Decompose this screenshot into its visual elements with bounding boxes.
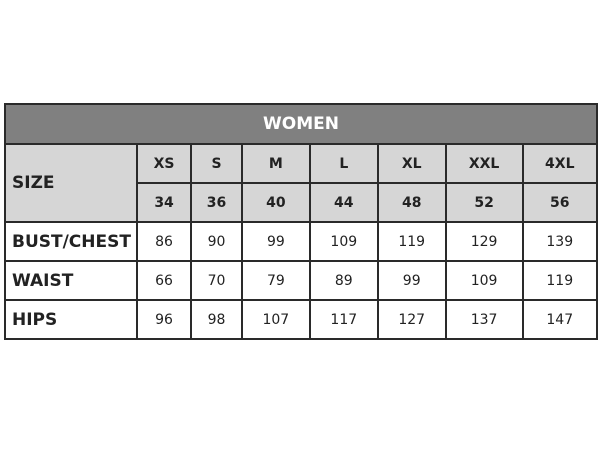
size-cell: XXL [444, 143, 524, 184]
measurement-cell: 137 [444, 299, 524, 340]
measurement-cell: 66 [135, 260, 193, 301]
eu-size-cell: 36 [190, 182, 243, 223]
eu-size-cell: 48 [376, 182, 447, 223]
table-title: WOMEN [4, 103, 598, 145]
measurement-cell: 119 [376, 221, 447, 262]
measurement-cell: 99 [240, 221, 311, 262]
eu-size-cell: 52 [444, 182, 524, 223]
size-chart-table: WOMEN SIZE XS S M L XL XXL 4XL 34 36 40 44 48 52 56 B… [4, 103, 599, 340]
measurement-cell: 109 [308, 221, 379, 262]
measurement-cell: 99 [376, 260, 447, 301]
eu-size-cell: 44 [308, 182, 379, 223]
measurement-cell: 109 [444, 260, 524, 301]
measurement-cell: 107 [240, 299, 311, 340]
row-label: BUST/CHEST [4, 221, 138, 262]
measurement-cell: 96 [135, 299, 193, 340]
eu-size-cell: 56 [521, 182, 599, 223]
size-cell: M [240, 143, 311, 184]
measurement-cell: 86 [135, 221, 193, 262]
measurement-cell: 119 [521, 260, 599, 301]
row-label: WAIST [4, 260, 138, 301]
row-label: HIPS [4, 299, 138, 340]
eu-size-cell: 40 [240, 182, 311, 223]
measurement-cell: 70 [190, 260, 243, 301]
measurement-cell: 98 [190, 299, 243, 340]
measurement-cell: 139 [521, 221, 599, 262]
measurement-cell: 127 [376, 299, 447, 340]
size-cell: XS [135, 143, 193, 184]
size-label: SIZE [4, 143, 138, 223]
measurement-cell: 79 [240, 260, 311, 301]
measurement-cell: 147 [521, 299, 599, 340]
size-cell: L [308, 143, 379, 184]
measurement-cell: 90 [190, 221, 243, 262]
size-cell: XL [376, 143, 447, 184]
size-cell: 4XL [521, 143, 599, 184]
measurement-cell: 117 [308, 299, 379, 340]
size-cell: S [190, 143, 243, 184]
eu-size-cell: 34 [135, 182, 193, 223]
measurement-cell: 89 [308, 260, 379, 301]
measurement-cell: 129 [444, 221, 524, 262]
